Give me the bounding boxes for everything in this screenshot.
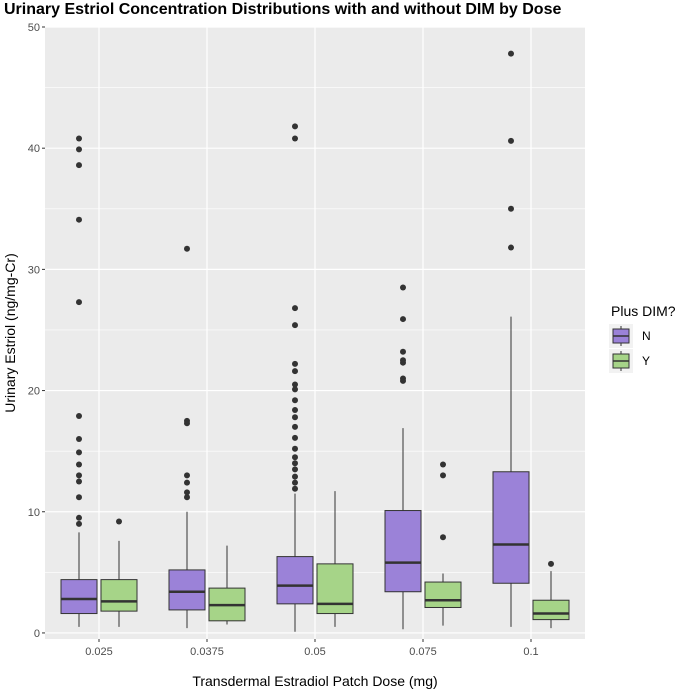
box-body: [168, 569, 206, 611]
legend-title: Plus DIM?: [611, 303, 676, 319]
box-body: [384, 510, 422, 593]
outlier-point: [76, 520, 82, 527]
outlier-point: [292, 386, 298, 393]
box-N-0.075: [384, 284, 422, 630]
y-tick-label: 40: [28, 143, 40, 155]
outlier-point: [76, 472, 82, 479]
outlier-point: [76, 146, 82, 153]
outlier-point: [184, 472, 190, 479]
outlier-point: [76, 216, 82, 223]
x-axis: 0.025 0.0375 0.05 0.075 0.1: [85, 639, 539, 658]
chart-title: Urinary Estriol Concentration Distributi…: [4, 1, 561, 18]
outlier-point: [292, 322, 298, 329]
legend: Plus DIM? NY: [609, 303, 676, 373]
box-Y-0.0375: [208, 545, 246, 625]
outlier-point: [184, 245, 190, 252]
outlier-point: [292, 414, 298, 421]
box-N-0.025: [60, 135, 98, 627]
outlier-point: [292, 466, 298, 473]
box-body: [492, 471, 530, 584]
outlier-point: [508, 244, 514, 251]
outlier-point: [76, 494, 82, 501]
outlier-point: [76, 135, 82, 142]
outlier-point: [292, 473, 298, 480]
outlier-point: [508, 205, 514, 212]
outlier-point: [184, 494, 190, 501]
outlier-point: [292, 460, 298, 467]
outlier-point: [76, 514, 82, 521]
outlier-point: [292, 423, 298, 430]
y-tick-label: 0: [34, 628, 40, 640]
outlier-point: [76, 478, 82, 485]
outlier-point: [292, 434, 298, 441]
outlier-point: [292, 360, 298, 367]
outlier-point: [292, 368, 298, 375]
y-tick-label: 10: [28, 507, 40, 519]
legend-label: N: [642, 329, 651, 343]
outlier-point: [400, 284, 406, 291]
outlier-point: [508, 50, 514, 57]
outlier-point: [292, 397, 298, 404]
outlier-point: [292, 123, 298, 130]
box-N-0.0375: [168, 245, 206, 629]
outlier-point: [76, 436, 82, 443]
box-body: [424, 581, 462, 608]
box-N-0.1: [492, 50, 530, 627]
outlier-point: [292, 135, 298, 142]
outlier-point: [400, 357, 406, 364]
outlier-point: [400, 375, 406, 382]
box-body: [316, 563, 354, 615]
box-body: [60, 579, 98, 615]
box-body: [532, 599, 570, 621]
outlier-point: [292, 381, 298, 388]
outlier-point: [440, 472, 446, 479]
outlier-point: [548, 560, 554, 567]
outlier-point: [292, 479, 298, 486]
box-body: [100, 579, 138, 612]
y-tick-label: 50: [28, 22, 40, 34]
outlier-point: [184, 479, 190, 486]
outlier-point: [292, 454, 298, 461]
x-tick-label: 0.1: [523, 646, 538, 658]
box-Y-0.075: [424, 461, 462, 626]
legend-label: Y: [642, 354, 650, 368]
y-tick-label: 30: [28, 264, 40, 276]
outlier-point: [184, 489, 190, 496]
outlier-point: [76, 162, 82, 169]
x-tick-label: 0.05: [304, 646, 325, 658]
outlier-point: [76, 449, 82, 456]
box-Y-0.1: [532, 560, 570, 629]
box-Y-0.05: [316, 491, 354, 627]
grid-lines: [45, 26, 585, 639]
y-axis-title: Urinary Estriol (ng/mg-Cr): [2, 253, 18, 412]
x-tick-label: 0.025: [85, 646, 113, 658]
outlier-point: [292, 445, 298, 452]
outlier-point: [400, 316, 406, 323]
outlier-point: [400, 348, 406, 355]
outlier-point: [440, 534, 446, 541]
y-tick-label: 20: [28, 386, 40, 398]
outlier-point: [440, 461, 446, 468]
x-tick-label: 0.0375: [190, 646, 224, 658]
legend-key-N: N: [609, 324, 651, 348]
legend-key-Y: Y: [609, 349, 650, 373]
box-body: [276, 556, 314, 605]
outlier-point: [76, 299, 82, 306]
outlier-point: [116, 518, 122, 525]
box-N-0.05: [276, 123, 314, 632]
outlier-point: [292, 305, 298, 312]
y-axis: 0 10 20 30 40 50: [28, 22, 45, 640]
outlier-point: [292, 406, 298, 413]
box-group: [60, 50, 570, 632]
outlier-point: [76, 461, 82, 468]
x-axis-title: Transdermal Estradiol Patch Dose (mg): [192, 673, 437, 689]
outlier-point: [184, 417, 190, 424]
outlier-point: [508, 137, 514, 144]
outlier-point: [76, 413, 82, 420]
x-tick-label: 0.075: [409, 646, 437, 658]
outlier-point: [292, 485, 298, 492]
box-Y-0.025: [100, 518, 138, 627]
